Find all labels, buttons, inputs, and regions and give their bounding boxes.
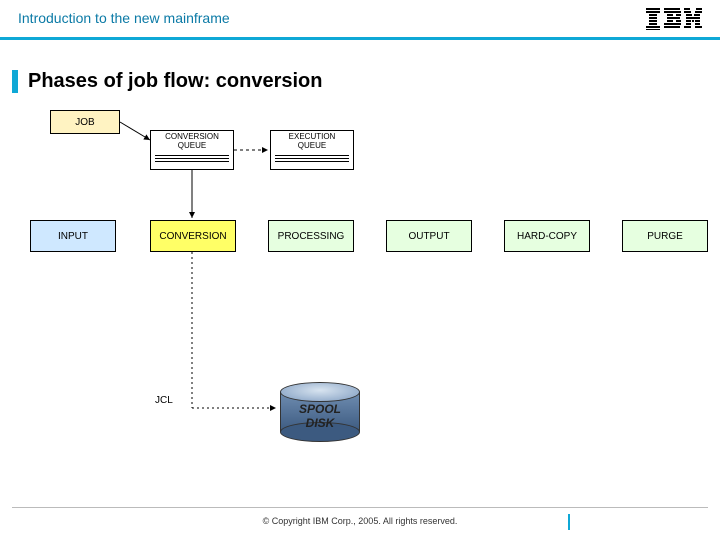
- phase-conversion: CONVERSION: [150, 220, 236, 252]
- connector-lines: [0, 110, 720, 490]
- phase-processing: PROCESSING: [268, 220, 354, 252]
- phase-label: PROCESSING: [278, 231, 345, 242]
- conversion-queue-label: CONVERSION QUEUE: [165, 133, 219, 151]
- diagram-canvas: JOB CONVERSION QUEUE EXECUTION QUEUE INP…: [0, 110, 720, 490]
- job-box: JOB: [50, 110, 120, 134]
- execution-queue-label: EXECUTION QUEUE: [289, 133, 336, 151]
- queue-lines-icon: [275, 153, 349, 162]
- phase-hardcopy: HARD-COPY: [504, 220, 590, 252]
- phase-output: OUTPUT: [386, 220, 472, 252]
- phase-purge: PURGE: [622, 220, 708, 252]
- phase-label: PURGE: [647, 231, 683, 242]
- jcl-label: JCL: [155, 395, 173, 406]
- conversion-queue-box: CONVERSION QUEUE: [150, 130, 234, 170]
- phase-input: INPUT: [30, 220, 116, 252]
- spool-disk-label: SPOOL DISK: [280, 402, 360, 430]
- phase-label: CONVERSION: [159, 231, 226, 242]
- phase-label: HARD-COPY: [517, 231, 577, 242]
- header-rule: [0, 37, 720, 40]
- phase-label: OUTPUT: [408, 231, 449, 242]
- footer-text: © Copyright IBM Corp., 2005. All rights …: [0, 516, 720, 526]
- job-label: JOB: [75, 117, 94, 128]
- execution-queue-box: EXECUTION QUEUE: [270, 130, 354, 170]
- slide-header: Introduction to the new mainframe: [0, 0, 720, 40]
- slide-title: Phases of job flow: conversion: [12, 70, 720, 93]
- header-title: Introduction to the new mainframe: [18, 10, 702, 26]
- footer-accent-bar: [568, 514, 570, 530]
- phase-label: INPUT: [58, 231, 88, 242]
- queue-lines-icon: [155, 153, 229, 162]
- footer-rule: [12, 507, 708, 508]
- ibm-logo-icon: [646, 8, 702, 30]
